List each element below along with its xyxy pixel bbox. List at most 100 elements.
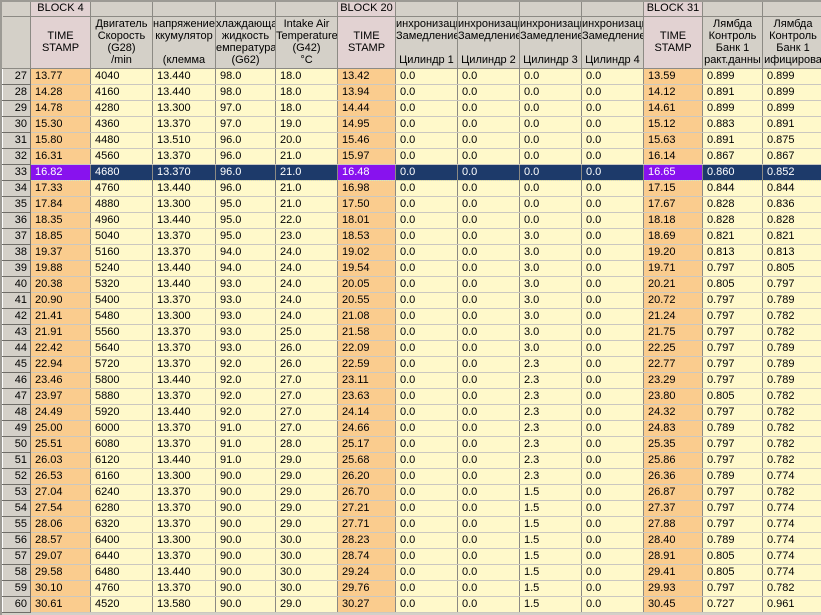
- timestamp-cell[interactable]: 22.42: [30, 340, 91, 357]
- row-number-button[interactable]: 60: [2, 595, 31, 613]
- timestamp-cell[interactable]: 20.55: [337, 292, 396, 309]
- row-number-button[interactable]: 53: [2, 483, 31, 501]
- data-cell[interactable]: 0.0: [581, 484, 644, 501]
- data-cell[interactable]: 0.0: [581, 148, 644, 165]
- data-cell[interactable]: 24.0: [275, 276, 338, 293]
- timestamp-cell[interactable]: 19.54: [337, 260, 396, 277]
- data-cell[interactable]: 0.0: [457, 276, 520, 293]
- data-cell[interactable]: 0.0: [519, 132, 582, 149]
- data-cell[interactable]: 95.0: [215, 196, 276, 213]
- data-cell[interactable]: 29.0: [275, 484, 338, 501]
- timestamp-cell[interactable]: 28.74: [337, 548, 396, 565]
- data-cell[interactable]: 13.510: [152, 132, 216, 149]
- data-cell[interactable]: 6320: [90, 516, 153, 533]
- data-cell[interactable]: 0.0: [395, 196, 458, 213]
- data-cell[interactable]: 0.789: [762, 292, 821, 309]
- data-cell[interactable]: 0.0: [457, 84, 520, 101]
- timestamp-cell[interactable]: 21.75: [643, 324, 703, 341]
- timestamp-cell[interactable]: 25.17: [337, 436, 396, 453]
- timestamp-cell[interactable]: 23.29: [643, 372, 703, 389]
- timestamp-cell[interactable]: 19.37: [30, 244, 91, 261]
- timestamp-cell[interactable]: 28.23: [337, 532, 396, 549]
- data-cell[interactable]: 4760: [90, 180, 153, 197]
- row-number-button[interactable]: 59: [2, 579, 31, 597]
- data-cell[interactable]: 0.797: [702, 292, 763, 309]
- row-number-button[interactable]: 27: [2, 67, 31, 85]
- data-cell[interactable]: 26.0: [275, 340, 338, 357]
- timestamp-cell[interactable]: 16.31: [30, 148, 91, 165]
- timestamp-cell[interactable]: 22.77: [643, 356, 703, 373]
- timestamp-cell[interactable]: 25.00: [30, 420, 91, 437]
- data-cell[interactable]: 0.789: [762, 340, 821, 357]
- data-cell[interactable]: 0.797: [702, 260, 763, 277]
- data-cell[interactable]: 93.0: [215, 324, 276, 341]
- data-cell[interactable]: 13.300: [152, 308, 216, 325]
- data-cell[interactable]: 13.370: [152, 228, 216, 245]
- data-cell[interactable]: 0.0: [395, 292, 458, 309]
- timestamp-cell[interactable]: 26.70: [337, 484, 396, 501]
- data-cell[interactable]: 0.0: [457, 196, 520, 213]
- data-cell[interactable]: 0.0: [395, 324, 458, 341]
- data-cell[interactable]: 29.0: [275, 452, 338, 469]
- data-cell[interactable]: 0.0: [581, 436, 644, 453]
- timestamp-cell[interactable]: 19.88: [30, 260, 91, 277]
- data-cell[interactable]: 0.867: [702, 148, 763, 165]
- data-cell[interactable]: 4760: [90, 580, 153, 597]
- timestamp-cell[interactable]: 24.83: [643, 420, 703, 437]
- data-cell[interactable]: 0.0: [457, 388, 520, 405]
- timestamp-cell[interactable]: 19.02: [337, 244, 396, 261]
- data-cell[interactable]: 22.0: [275, 212, 338, 229]
- data-cell[interactable]: 0.0: [581, 580, 644, 597]
- data-cell[interactable]: 0.0: [395, 420, 458, 437]
- data-cell[interactable]: 0.875: [762, 132, 821, 149]
- data-cell[interactable]: 90.0: [215, 548, 276, 565]
- timestamp-cell[interactable]: 20.21: [643, 276, 703, 293]
- data-cell[interactable]: 2.3: [519, 436, 582, 453]
- data-cell[interactable]: 0.0: [581, 356, 644, 373]
- data-cell[interactable]: 1.5: [519, 500, 582, 517]
- data-cell[interactable]: 0.782: [762, 580, 821, 597]
- timestamp-cell[interactable]: 28.40: [643, 532, 703, 549]
- timestamp-cell[interactable]: 30.27: [337, 596, 396, 613]
- timestamp-cell[interactable]: 15.30: [30, 116, 91, 133]
- data-cell[interactable]: 0.797: [702, 580, 763, 597]
- data-cell[interactable]: 0.774: [762, 516, 821, 533]
- data-cell[interactable]: 13.370: [152, 356, 216, 373]
- data-cell[interactable]: 0.0: [395, 260, 458, 277]
- data-cell[interactable]: 0.0: [457, 292, 520, 309]
- row-number-button[interactable]: 28: [2, 83, 31, 101]
- data-cell[interactable]: 0.805: [702, 548, 763, 565]
- timestamp-cell[interactable]: 25.35: [643, 436, 703, 453]
- data-cell[interactable]: 18.0: [275, 84, 338, 101]
- data-cell[interactable]: 6280: [90, 500, 153, 517]
- row-number-button[interactable]: 56: [2, 531, 31, 549]
- data-cell[interactable]: 0.0: [395, 564, 458, 581]
- data-cell[interactable]: 0.805: [702, 388, 763, 405]
- data-cell[interactable]: 0.0: [581, 100, 644, 117]
- row-number-button[interactable]: 45: [2, 355, 31, 373]
- data-cell[interactable]: 0.813: [762, 244, 821, 261]
- timestamp-cell[interactable]: 17.67: [643, 196, 703, 213]
- data-cell[interactable]: 13.370: [152, 580, 216, 597]
- row-number-button[interactable]: 41: [2, 291, 31, 309]
- timestamp-cell[interactable]: 24.66: [337, 420, 396, 437]
- data-cell[interactable]: 3.0: [519, 260, 582, 277]
- data-cell[interactable]: 29.0: [275, 468, 338, 485]
- data-cell[interactable]: 0.899: [762, 84, 821, 101]
- data-cell[interactable]: 96.0: [215, 180, 276, 197]
- data-cell[interactable]: 92.0: [215, 404, 276, 421]
- data-cell[interactable]: 0.797: [762, 276, 821, 293]
- data-cell[interactable]: 0.852: [762, 163, 821, 181]
- timestamp-cell[interactable]: 23.11: [337, 372, 396, 389]
- timestamp-cell[interactable]: 15.80: [30, 132, 91, 149]
- row-number-button[interactable]: 55: [2, 515, 31, 533]
- timestamp-cell[interactable]: 22.25: [643, 340, 703, 357]
- data-cell[interactable]: 0.0: [457, 324, 520, 341]
- data-cell[interactable]: 28.0: [275, 436, 338, 453]
- data-cell[interactable]: 0.0: [457, 404, 520, 421]
- data-cell[interactable]: 0.0: [581, 388, 644, 405]
- row-number-button[interactable]: 49: [2, 419, 31, 437]
- timestamp-cell[interactable]: 20.05: [337, 276, 396, 293]
- timestamp-cell[interactable]: 16.48: [337, 163, 396, 181]
- timestamp-cell[interactable]: 26.20: [337, 468, 396, 485]
